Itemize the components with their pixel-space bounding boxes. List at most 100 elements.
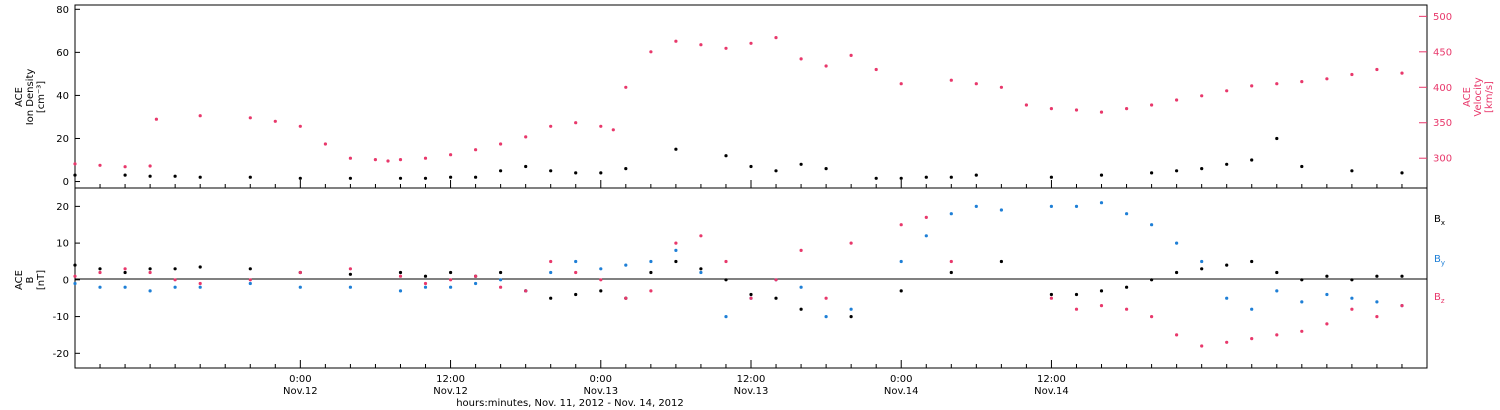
- bx-point: [774, 296, 778, 300]
- velocity-point: [749, 41, 753, 45]
- top-left-tick-label: 20: [56, 134, 69, 145]
- bx-point: [949, 270, 953, 275]
- top-left-ylabel: ACE Ion Density [cm⁻³]: [14, 69, 47, 126]
- bx-point: [649, 270, 653, 275]
- bx-point: [348, 272, 352, 276]
- density-point: [1225, 162, 1229, 166]
- bz-point: [849, 241, 853, 245]
- top-right-tick-label: 300: [1433, 154, 1452, 165]
- density-point: [974, 173, 978, 177]
- bz-point: [824, 296, 828, 300]
- bz-point: [248, 278, 252, 282]
- velocity-point: [699, 43, 703, 47]
- top-right-ylabel-line3: [km/s]: [1484, 81, 1495, 113]
- bz-point: [348, 267, 352, 271]
- velocity-point: [1175, 98, 1179, 102]
- bz-point: [949, 259, 953, 264]
- top-right-tick-label: 350: [1433, 118, 1452, 129]
- velocity-point: [423, 156, 428, 160]
- density-point: [799, 162, 803, 166]
- ion-density-series: [73, 136, 1404, 180]
- velocity-point: [649, 50, 653, 54]
- by-point: [974, 204, 978, 208]
- density-point: [1400, 171, 1404, 175]
- density-point: [724, 154, 728, 158]
- velocity-point: [154, 117, 158, 121]
- bz-point: [499, 285, 503, 289]
- by-point: [1375, 300, 1379, 304]
- bx-point: [899, 289, 903, 293]
- velocity-point: [1250, 84, 1254, 88]
- b-legend: Bx By Bz: [1434, 214, 1445, 305]
- bx-point: [1074, 292, 1079, 297]
- bz-point: [624, 296, 628, 300]
- velocity-point: [799, 57, 803, 61]
- velocity-point: [98, 163, 102, 167]
- bx-point: [423, 274, 428, 278]
- bx-point: [1200, 267, 1204, 271]
- bx-point: [398, 270, 403, 275]
- velocity-point: [148, 164, 152, 168]
- bx-point: [549, 296, 553, 300]
- bx-point: [248, 267, 252, 271]
- bz-point: [774, 278, 778, 282]
- bx-point: [574, 292, 578, 297]
- top-right-ylabel: ACE Velocity [km/s]: [1462, 77, 1495, 116]
- density-point: [924, 175, 928, 179]
- bz-point: [1150, 315, 1154, 319]
- bz-point: [574, 270, 578, 275]
- density-point: [1150, 171, 1154, 175]
- velocity-point: [549, 124, 553, 128]
- by-point: [1049, 204, 1053, 208]
- velocity-point: [1375, 67, 1379, 72]
- velocity-point: [1225, 89, 1229, 93]
- density-point: [248, 175, 252, 179]
- velocity-point: [949, 78, 953, 82]
- density-point: [148, 174, 152, 178]
- bx-point: [148, 267, 152, 271]
- density-point: [198, 175, 202, 179]
- bz-point: [449, 278, 453, 282]
- bottom-left-ylabel: ACE B [nT]: [14, 270, 47, 290]
- bx-point: [98, 267, 102, 271]
- velocity-point: [1150, 103, 1154, 107]
- by-point: [1074, 204, 1079, 208]
- by-point: [1175, 241, 1179, 245]
- by-point: [799, 285, 803, 289]
- velocity-point: [1125, 107, 1129, 111]
- velocity-point: [874, 67, 878, 72]
- bx-point: [1250, 259, 1254, 264]
- density-point: [423, 176, 428, 180]
- bottom-left-tick-label: -10: [53, 312, 69, 323]
- by-point: [1325, 292, 1329, 297]
- magnetic-field-series: [73, 201, 1404, 348]
- by-point: [824, 315, 828, 319]
- by-point: [449, 285, 453, 289]
- bz-point: [1300, 329, 1304, 333]
- velocity-point: [348, 156, 352, 160]
- top-left-tick-label: 60: [56, 48, 69, 59]
- top-right-tick-label: 400: [1433, 83, 1452, 94]
- legend-bz: Bz: [1434, 292, 1445, 305]
- bx-point: [1275, 270, 1279, 275]
- x-tick-time-label: 0:00: [590, 374, 612, 385]
- velocity-point: [1275, 82, 1279, 86]
- x-tick-date-label: Nov.13: [583, 386, 618, 397]
- bz-point: [148, 270, 152, 275]
- density-point: [123, 173, 127, 177]
- by-point: [674, 248, 678, 252]
- bx-point: [123, 270, 127, 275]
- bottom-left-ylabel-line1: ACE: [14, 270, 25, 290]
- density-point: [298, 176, 302, 180]
- by-point: [1350, 296, 1354, 300]
- by-point: [398, 289, 403, 293]
- top-left-tick-label: 0: [63, 177, 69, 188]
- velocity-point: [849, 53, 853, 58]
- bz-point: [1350, 307, 1354, 311]
- by-point: [624, 263, 628, 267]
- density-point: [1275, 136, 1279, 141]
- bz-point: [398, 274, 403, 278]
- x-tick-date-label: Nov.13: [734, 386, 769, 397]
- bz-point: [474, 274, 478, 278]
